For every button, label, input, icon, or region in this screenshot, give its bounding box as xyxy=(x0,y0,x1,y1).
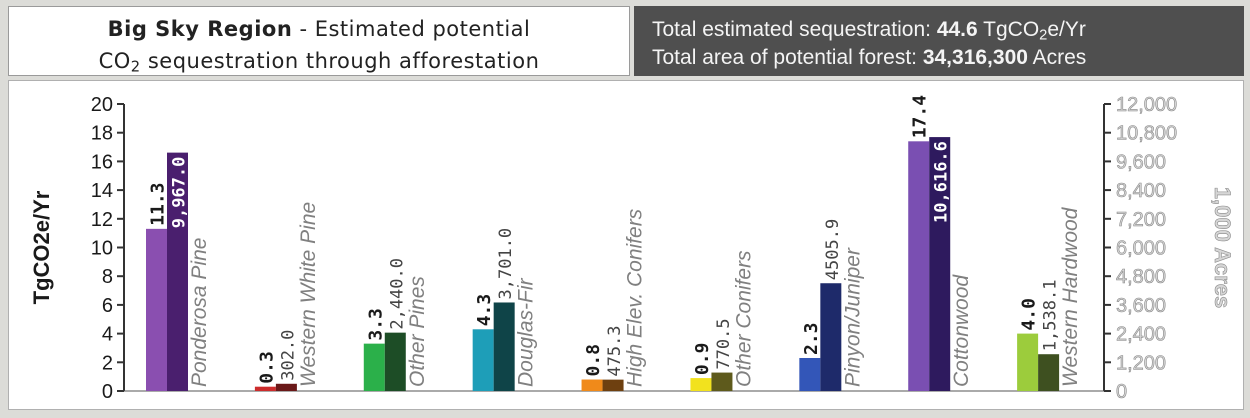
label-sequestration: 0.8 xyxy=(583,344,604,377)
right-tick-label: 7,200 xyxy=(1116,209,1166,231)
label-sequestration: 0.3 xyxy=(256,351,277,384)
label-area: 10,616.6 xyxy=(932,141,952,223)
category-label: High Elev. Conifers xyxy=(624,208,647,387)
label-area: 475.3 xyxy=(605,325,625,376)
label-area: 4505.9 xyxy=(823,219,843,280)
total-sequestration: Total estimated sequestration: 44.6 TgCO… xyxy=(652,18,1086,44)
right-tick-label: 3,600 xyxy=(1116,295,1166,317)
right-axis-title: 1,000 Acres xyxy=(1210,187,1235,309)
left-axis-title: TgCO2e/Yr xyxy=(29,190,54,304)
right-tick-label: 0 xyxy=(1116,381,1127,403)
category-label: Douglas-Fir xyxy=(515,277,538,387)
bar-area xyxy=(167,152,188,391)
bar-area xyxy=(384,332,406,391)
bar-area xyxy=(602,379,624,391)
subtitle-sub: 2 xyxy=(130,58,141,76)
total-seq-label: Total estimated sequestration: xyxy=(652,18,937,41)
bar-sequestration xyxy=(908,141,930,391)
label-area: 1,538.1 xyxy=(1041,280,1061,352)
right-tick-label: 6,000 xyxy=(1116,238,1166,260)
totals-box: Total estimated sequestration: 44.6 TgCO… xyxy=(634,6,1244,76)
category-label: Other Pines xyxy=(406,276,429,387)
right-tick-label: 9,600 xyxy=(1116,151,1166,173)
label-sequestration: 3.3 xyxy=(365,308,386,341)
category-label: Cottonwood xyxy=(950,274,973,387)
subtitle-rest: sequestration through afforestation xyxy=(140,49,540,73)
bar-area xyxy=(275,383,297,391)
label-area: 3,701.0 xyxy=(496,228,516,300)
category-label: Western White Pine xyxy=(297,202,320,387)
total-area-unit: Acres xyxy=(1027,46,1087,69)
label-sequestration: 2.3 xyxy=(801,322,822,355)
left-tick-label: 6 xyxy=(102,295,113,317)
chart-title: Big Sky Region - Estimated potential xyxy=(9,17,629,41)
total-seq-unit: TgCO xyxy=(977,18,1040,41)
category-label: Other Conifers xyxy=(732,250,755,387)
title-region: Big Sky Region xyxy=(107,17,293,41)
left-tick-label: 12 xyxy=(91,209,113,231)
left-tick-label: 0 xyxy=(102,381,113,403)
bar-sequestration xyxy=(363,343,385,391)
title-box: Big Sky Region - Estimated potential CO2… xyxy=(8,6,630,76)
label-sequestration: 0.9 xyxy=(692,343,713,376)
right-tick-label: 8,400 xyxy=(1116,180,1166,202)
bar-area xyxy=(493,302,515,391)
left-tick-label: 18 xyxy=(91,123,113,145)
label-area: 2,440.0 xyxy=(387,258,407,330)
label-sequestration: 17.4 xyxy=(910,95,931,139)
left-tick-label: 14 xyxy=(91,180,113,202)
label-area: 302.0 xyxy=(278,330,298,381)
label-area: 9,967.0 xyxy=(170,157,190,229)
bar-chart: 0 2 4 6 8 10 12 14 16 18 20 0 1,200 2,400 3,600 4,800 6,… xyxy=(29,94,1235,404)
label-area: 770.5 xyxy=(714,318,734,369)
right-tick-label: 1,200 xyxy=(1116,352,1166,374)
right-tick-label: 2,400 xyxy=(1116,324,1166,346)
label-sequestration: 4.0 xyxy=(1019,298,1040,331)
left-tick-label: 4 xyxy=(102,324,113,346)
bar-sequestration xyxy=(581,379,603,391)
right-tick-label: 4,800 xyxy=(1116,266,1166,288)
bar-area xyxy=(820,283,842,391)
category-label: Ponderosa Pine xyxy=(188,238,211,387)
bar-sequestration xyxy=(254,386,276,391)
total-seq-unit-post: e/Yr xyxy=(1047,18,1086,41)
bar-sequestration xyxy=(690,378,712,391)
left-tick-label: 20 xyxy=(91,94,113,116)
total-seq-value: 44.6 xyxy=(936,18,978,41)
category-label: Pinyon/Juniper xyxy=(841,247,864,387)
total-area: Total area of potential forest: 34,316,3… xyxy=(652,46,1086,70)
bar-area xyxy=(929,137,951,391)
total-area-label: Total area of potential forest: xyxy=(652,46,923,69)
category-label: Western Hardwood xyxy=(1059,206,1082,387)
total-seq-unit-sub: 2 xyxy=(1039,27,1048,44)
title-rest: - Estimated potential xyxy=(292,17,531,41)
plot-panel: 0 2 4 6 8 10 12 14 16 18 20 0 1,200 2,400 3,600 4,800 6,… xyxy=(8,80,1244,410)
right-tick-label: 12,000 xyxy=(1116,94,1177,116)
bar-sequestration xyxy=(1017,333,1039,391)
bar-area xyxy=(1038,354,1060,391)
label-sequestration: 4.3 xyxy=(474,294,495,327)
bar-area xyxy=(711,372,733,391)
bar-sequestration xyxy=(146,228,167,391)
left-tick-label: 2 xyxy=(102,352,113,374)
label-sequestration: 11.3 xyxy=(148,182,169,225)
left-tick-label: 8 xyxy=(102,266,113,288)
right-tick-label: 10,800 xyxy=(1116,123,1177,145)
bar-sequestration xyxy=(472,329,494,391)
left-tick-label: 16 xyxy=(91,151,113,173)
subtitle-co: CO xyxy=(98,49,131,73)
left-tick-label: 10 xyxy=(91,238,113,260)
bar-sequestration xyxy=(799,357,821,391)
total-area-value: 34,316,300 xyxy=(922,46,1028,69)
chart-subtitle: CO2 sequestration through afforestation xyxy=(9,49,629,76)
